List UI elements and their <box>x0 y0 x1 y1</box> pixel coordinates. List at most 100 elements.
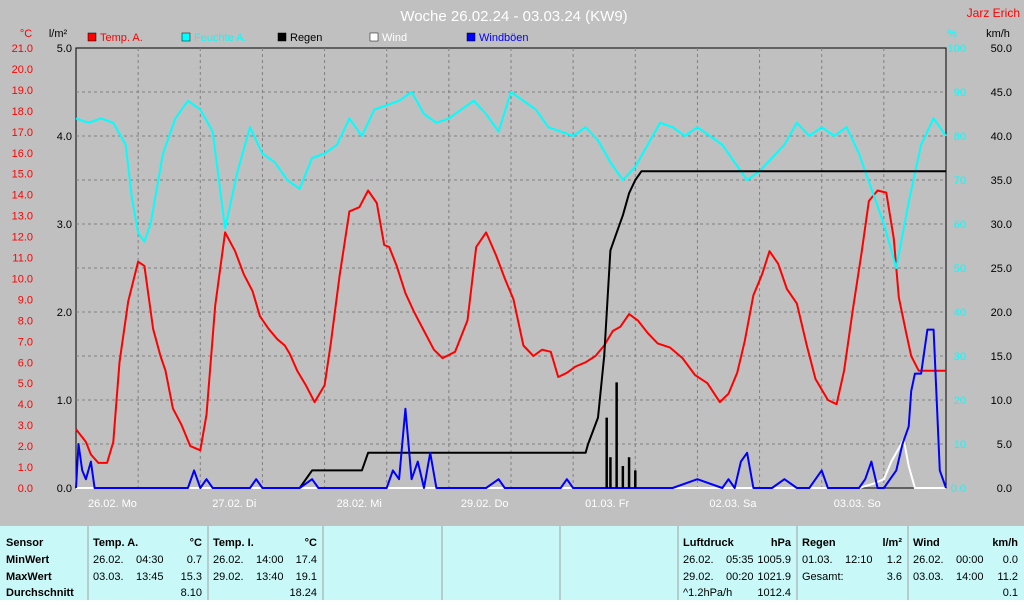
tick-label-humidity: 80 <box>954 131 966 143</box>
series-line-feuchte-a- <box>75 91 947 269</box>
stats-rain-time: 12:10 <box>845 554 873 566</box>
tick-label-humidity: 40 <box>954 307 966 319</box>
series-line-regen <box>76 170 946 489</box>
stats-pressure-title: Luftdruck <box>683 537 735 549</box>
stats-table: Sensor MinWert MaxWert Durchschnitt Temp. A.… <box>6 526 1018 600</box>
tick-label-x: 28.02. Mi <box>337 498 382 510</box>
stats-sensor-header: Sensor <box>6 537 44 549</box>
tick-label-temp: 0.0 <box>18 483 33 495</box>
tick-label-humidity: 10 <box>954 439 966 451</box>
tick-label-humidity: 60 <box>954 219 966 231</box>
stats-temp_i-value: 17.4 <box>296 554 317 566</box>
tick-label-temp: 12.0 <box>12 232 33 244</box>
grid <box>75 47 947 489</box>
tick-label-wind: 50.0 <box>991 43 1012 55</box>
stats-temp_i-time: 14:00 <box>256 554 284 566</box>
stats-temp_a-time: 04:30 <box>136 554 164 566</box>
tick-label-wind: 15.0 <box>991 351 1012 363</box>
stats-temp_i-value: 18.24 <box>289 587 317 599</box>
legend-label: Temp. A. <box>100 32 143 44</box>
series-line-temp-a- <box>75 189 946 464</box>
stats-pressure-date: 26.02. <box>683 554 714 566</box>
stats-pressure-value: 1012.4 <box>757 587 791 599</box>
weather-chart: Woche 26.02.24 - 03.03.24 (KW9) Jarz Eri… <box>0 0 1024 526</box>
axes: 0.0 1.0 2.0 3.0 4.0 5.0 6.0 7.0 8.0 9.0 10.0 11.0 12… <box>12 43 1012 510</box>
stats-row-label: MinWert <box>6 554 50 566</box>
stats-pressure-date: 29.02. <box>683 571 714 583</box>
stats-rain-date: 01.03. <box>802 554 833 566</box>
stats-pressure-value: 1005.9 <box>757 554 791 566</box>
series-line-windb-en <box>75 328 947 489</box>
legend-swatch <box>87 32 97 42</box>
stats-temp_i-value: 19.1 <box>296 571 317 583</box>
tick-label-rain: 1.0 <box>57 395 72 407</box>
stats-row-label: Durchschnitt <box>6 587 74 599</box>
tick-label-wind: 10.0 <box>991 395 1012 407</box>
tick-label-humidity: 90 <box>954 87 966 99</box>
tick-label-wind: 30.0 <box>991 219 1012 231</box>
stats-temp_a-value: 15.3 <box>181 571 202 583</box>
tick-label-temp: 2.0 <box>18 441 33 453</box>
stats-pressure-unit: hPa <box>771 537 792 549</box>
stats-temp_i-time: 13:40 <box>256 571 284 583</box>
legend-label: Feuchte A. <box>194 32 247 44</box>
stats-pressure-time: 05:35 <box>726 554 754 566</box>
series-line-wind <box>76 438 946 489</box>
stats-wind-date: 26.02. <box>913 554 944 566</box>
chart-title: Woche 26.02.24 - 03.03.24 (KW9) <box>400 8 627 25</box>
stats-wind-time: 14:00 <box>956 571 984 583</box>
tick-label-wind: 40.0 <box>991 131 1012 143</box>
unit-wind: km/h <box>986 28 1010 40</box>
tick-label-x: 02.03. Sa <box>709 498 757 510</box>
legend-label: Wind <box>382 32 407 44</box>
tick-label-wind: 20.0 <box>991 307 1012 319</box>
tick-label-humidity: 50 <box>954 263 966 275</box>
stats-wind-value: 11.2 <box>997 571 1018 583</box>
stats-pressure-time: 00:20 <box>726 571 754 583</box>
stats-wind-unit: km/h <box>992 537 1018 549</box>
tick-label-x: 26.02. Mo <box>88 498 137 510</box>
legend: Temp. A. Feuchte A. Regen Wind Windböen <box>87 32 529 44</box>
tick-label-temp: 8.0 <box>18 315 33 327</box>
tick-label-rain: 3.0 <box>57 219 72 231</box>
stats-temp_i-unit: °C <box>305 537 317 549</box>
legend-label: Windböen <box>479 32 529 44</box>
stats-rain-title: Regen <box>802 537 836 549</box>
tick-label-humidity: 100 <box>948 43 966 55</box>
stats-rain-date: Gesamt: <box>802 571 844 583</box>
tick-label-rain: 5.0 <box>57 43 72 55</box>
stats-temp_a-value: 8.10 <box>181 587 202 599</box>
tick-label-temp: 18.0 <box>12 106 33 118</box>
tick-label-temp: 9.0 <box>18 294 33 306</box>
tick-label-rain: 4.0 <box>57 131 72 143</box>
tick-label-temp: 16.0 <box>12 148 33 160</box>
tick-label-temp: 19.0 <box>12 85 33 97</box>
chart-author: Jarz Erich <box>967 6 1020 20</box>
tick-label-x: 01.03. Fr <box>585 498 629 510</box>
unit-temp: °C <box>20 28 32 40</box>
tick-label-humidity: 0.0 <box>951 483 966 495</box>
stats-temp_a-value: 0.7 <box>187 554 202 566</box>
stats-temp_a-title: Temp. A. <box>93 537 138 549</box>
tick-label-temp: 1.0 <box>18 462 33 474</box>
tick-label-wind: 45.0 <box>991 87 1012 99</box>
chart-canvas: Woche 26.02.24 - 03.03.24 (KW9) Jarz Eri… <box>12 6 1020 510</box>
tick-label-temp: 3.0 <box>18 420 33 432</box>
tick-label-temp: 20.0 <box>12 64 33 76</box>
tick-label-temp: 13.0 <box>12 211 33 223</box>
stats-temp_a-time: 13:45 <box>136 571 164 583</box>
tick-label-temp: 6.0 <box>18 357 33 369</box>
legend-swatch <box>277 32 287 42</box>
stats-wind-value: 0.1 <box>1003 587 1018 599</box>
stats-wind-time: 00:00 <box>956 554 984 566</box>
tick-label-temp: 14.0 <box>12 190 33 202</box>
legend-swatch <box>466 32 476 42</box>
unit-humidity: % <box>947 28 957 40</box>
tick-label-wind: 25.0 <box>991 263 1012 275</box>
tick-label-wind: 5.0 <box>997 439 1012 451</box>
stats-temp_a-date: 03.03. <box>93 571 124 583</box>
tick-label-temp: 21.0 <box>12 43 33 55</box>
tick-label-temp: 15.0 <box>12 169 33 181</box>
tick-label-temp: 11.0 <box>12 253 33 265</box>
tick-label-humidity: 30 <box>954 351 966 363</box>
